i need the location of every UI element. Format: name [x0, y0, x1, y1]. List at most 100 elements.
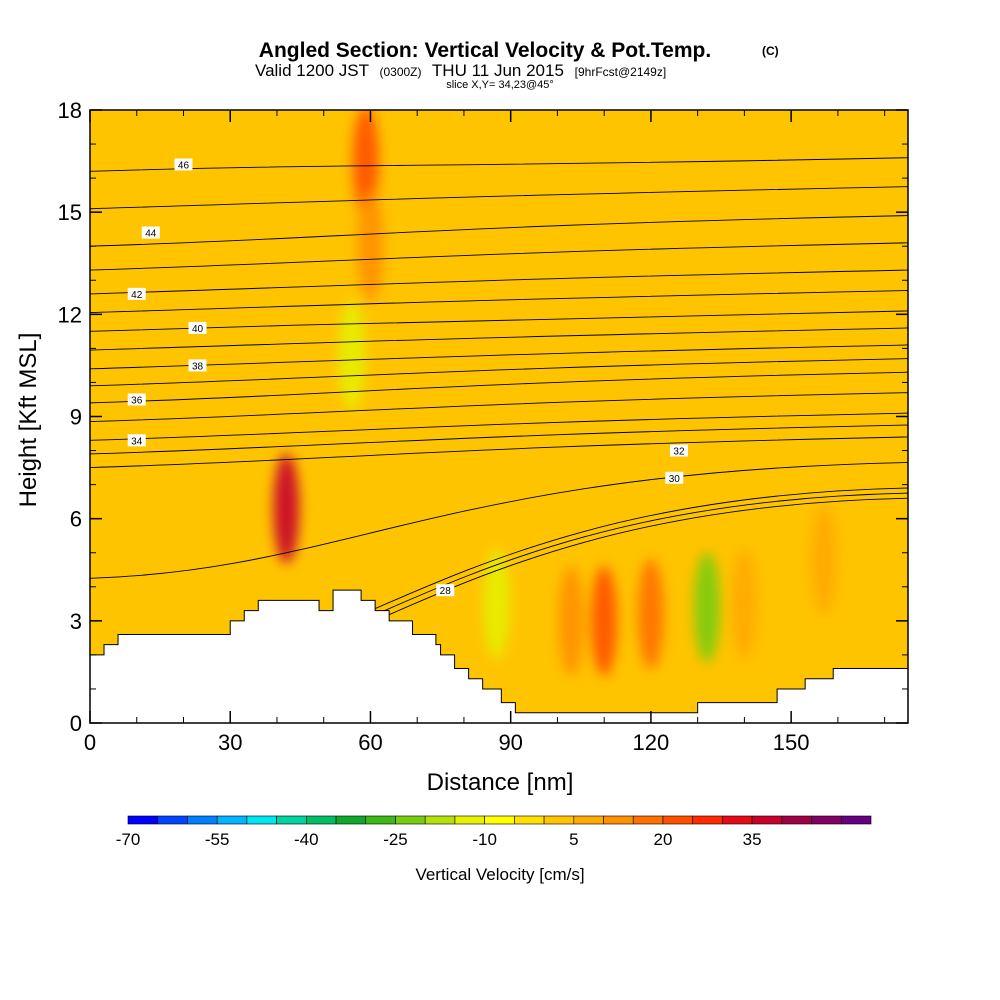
colorbar-swatch-3	[216, 815, 248, 825]
colorbar-swatch-14	[543, 815, 575, 825]
svg-text:60: 60	[358, 730, 382, 755]
colorbar-swatch-5	[276, 815, 307, 825]
chart-title: Angled Section: Vertical Velocity & Pot.…	[259, 39, 711, 62]
terrain	[90, 589, 908, 723]
colorbar-swatch-24	[840, 815, 872, 825]
colorbar-swatch-10	[424, 815, 456, 825]
colorbar-swatch-1	[157, 815, 188, 825]
svg-text:0: 0	[70, 711, 82, 736]
svg-text:36: 36	[131, 395, 143, 406]
w-feature-8	[694, 552, 721, 663]
y-tick-3: 3	[70, 609, 908, 634]
y-tick-9: 9	[70, 405, 908, 430]
colorbar-tick--40: -40	[294, 830, 319, 849]
svg-text:42: 42	[131, 290, 143, 301]
svg-text:44: 44	[145, 229, 157, 240]
theta-contour-minor-38	[90, 327, 908, 351]
colorbar-swatch-8	[365, 815, 396, 825]
w-feature-7	[637, 559, 664, 670]
colorbar-swatch-9	[395, 815, 426, 825]
colorbar-swatch-12	[484, 815, 515, 825]
x-tick-150: 150	[773, 110, 810, 755]
w-feature-2	[357, 191, 384, 302]
subtitle-utc: (0300Z)	[379, 65, 421, 79]
colorbar-tick--10: -10	[472, 830, 497, 849]
colorbar-swatch-17	[632, 815, 664, 825]
theta-contour-minor-34	[90, 392, 908, 423]
w-feature-9	[731, 548, 758, 659]
theta-label-38: 38	[188, 359, 207, 372]
x-tick-90: 90	[498, 110, 523, 755]
x-axis-label: Distance [nm]	[427, 769, 574, 796]
subtitle-date: THU 11 Jun 2015	[432, 61, 564, 80]
theta-label-28: 28	[436, 584, 455, 597]
colorbar-swatch-16	[603, 815, 634, 825]
theta-contours	[90, 157, 908, 704]
theta-contour-32	[90, 436, 908, 469]
theta-contour-42	[90, 269, 908, 295]
theta-contour-44	[90, 215, 908, 247]
x-tick-30: 30	[218, 110, 242, 755]
x-tick-120: 120	[633, 110, 669, 755]
w-feature-1	[352, 110, 379, 217]
svg-text:12: 12	[58, 302, 82, 327]
colorbar: -70 -55 -40 -25 -10 5 20 35	[116, 815, 872, 849]
theta-contour-minor-44	[90, 186, 908, 210]
y-tick-0: 0	[70, 711, 908, 736]
colorbar-swatch-13	[514, 815, 545, 825]
colorbar-tick--25: -25	[383, 830, 408, 849]
theta-contour-minor-42	[90, 242, 908, 271]
colorbar-swatch-23	[811, 815, 842, 825]
theta-labels: 28 30 32 34 36 38 40 42 44 46	[127, 158, 688, 597]
svg-text:150: 150	[773, 730, 810, 755]
colorbar-tick-5: 5	[569, 830, 578, 849]
colorbar-swatch-22	[781, 815, 812, 825]
colorbar-tick--70: -70	[116, 830, 141, 849]
w-feature-3	[338, 300, 365, 411]
y-tick-6: 6	[70, 507, 908, 532]
x-axis-ticks: 0 30 60 90 120 150	[84, 110, 886, 755]
y-tick-18: 18	[58, 98, 908, 123]
colorbar-swatch-20	[722, 815, 753, 825]
svg-text:38: 38	[192, 361, 204, 372]
svg-text:30: 30	[669, 474, 681, 485]
colorbar-swatch-4	[246, 815, 277, 825]
subtitle-line: Valid 1200 JST (0300Z) THU 11 Jun 2015 […	[255, 61, 666, 80]
colorbar-swatch-7	[335, 815, 367, 825]
y-tick-12: 12	[58, 302, 908, 327]
colorbar-swatch-19	[692, 815, 723, 825]
svg-text:90: 90	[498, 730, 522, 755]
w-feature-6	[591, 565, 618, 676]
subtitle-fcst: [9hrFcst@2149z]	[575, 65, 667, 79]
svg-text:6: 6	[70, 507, 82, 532]
svg-text:40: 40	[192, 324, 204, 335]
colorbar-tick-20: 20	[653, 830, 672, 849]
svg-text:9: 9	[70, 405, 82, 430]
w-feature-0	[273, 453, 300, 564]
theta-label-32: 32	[669, 444, 688, 458]
x-tick-60: 60	[358, 110, 383, 755]
svg-text:46: 46	[178, 160, 190, 171]
theta-label-30: 30	[665, 471, 684, 485]
svg-text:32: 32	[673, 447, 685, 458]
w-feature-10	[810, 504, 837, 615]
colorbar-swatch-18	[662, 815, 693, 825]
x-tick-0: 0	[84, 110, 96, 755]
svg-text:30: 30	[218, 730, 242, 755]
colorbar-swatch-6	[306, 815, 337, 825]
subtitle-valid: Valid 1200 JST	[255, 61, 369, 80]
y-axis-label: Height [Kft MSL]	[15, 333, 42, 508]
plot-area: 28 30 32 34 36 38 40 42 44 46	[90, 110, 908, 723]
w-feature-5	[558, 565, 585, 676]
colorbar-label: Vertical Velocity [cm/s]	[415, 865, 584, 884]
svg-text:28: 28	[440, 586, 452, 597]
subtitle-slice: slice X,Y= 34,23@45°	[446, 79, 554, 91]
colorbar-tick--55: -55	[205, 830, 230, 849]
colorbar-swatch-2	[187, 815, 218, 825]
svg-text:18: 18	[58, 98, 82, 123]
title-mark: (C)	[762, 44, 779, 58]
theta-label-40: 40	[188, 321, 207, 335]
theta-contour-minor-36	[90, 358, 908, 387]
theta-label-36: 36	[127, 393, 146, 406]
